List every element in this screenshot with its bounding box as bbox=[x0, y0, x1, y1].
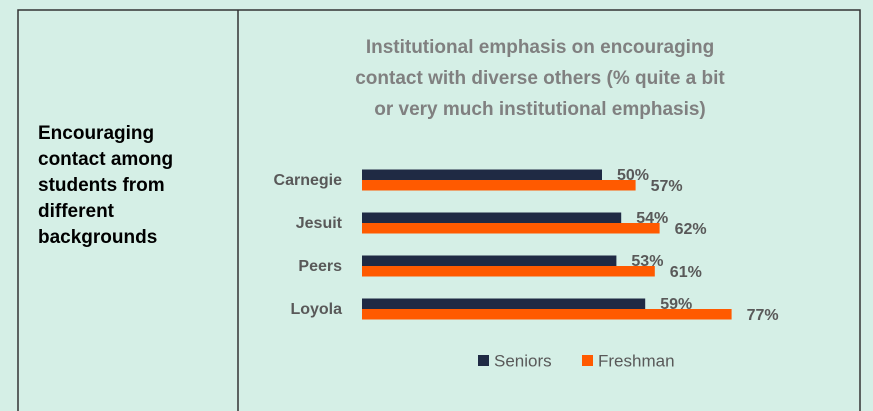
bar bbox=[362, 309, 732, 320]
bar bbox=[362, 298, 646, 309]
data-label: 59% bbox=[660, 296, 692, 313]
data-label: 57% bbox=[651, 178, 683, 195]
frame bbox=[17, 9, 861, 411]
category-label: Peers bbox=[298, 258, 342, 275]
data-label: 53% bbox=[631, 253, 663, 270]
chart-title: Institutional emphasis on encouraging bbox=[366, 37, 714, 58]
data-label: 54% bbox=[636, 210, 668, 227]
legend-swatch bbox=[582, 355, 593, 366]
category-label: Loyola bbox=[290, 301, 342, 318]
category-label: Jesuit bbox=[296, 215, 343, 232]
bar bbox=[362, 255, 617, 266]
side-label: backgrounds bbox=[38, 227, 157, 248]
data-label: 62% bbox=[675, 221, 707, 238]
side-label: students from bbox=[38, 175, 165, 196]
bar bbox=[362, 266, 655, 277]
category-label: Carnegie bbox=[274, 172, 343, 189]
data-label: 61% bbox=[670, 264, 702, 281]
data-label: 77% bbox=[747, 307, 779, 324]
bar bbox=[362, 180, 636, 191]
legend-swatch bbox=[478, 355, 489, 366]
bar bbox=[362, 169, 602, 180]
side-label: contact among bbox=[38, 149, 173, 170]
bar bbox=[362, 223, 660, 234]
chart-title: or very much institutional emphasis) bbox=[374, 99, 706, 120]
chart-title: contact with diverse others (% quite a b… bbox=[355, 68, 725, 89]
side-label: Encouraging bbox=[38, 123, 154, 144]
legend-label: Seniors bbox=[494, 351, 552, 370]
legend-label: Freshman bbox=[598, 351, 675, 370]
data-label: 50% bbox=[617, 167, 649, 184]
side-label: different bbox=[38, 201, 115, 222]
bar bbox=[362, 212, 622, 223]
